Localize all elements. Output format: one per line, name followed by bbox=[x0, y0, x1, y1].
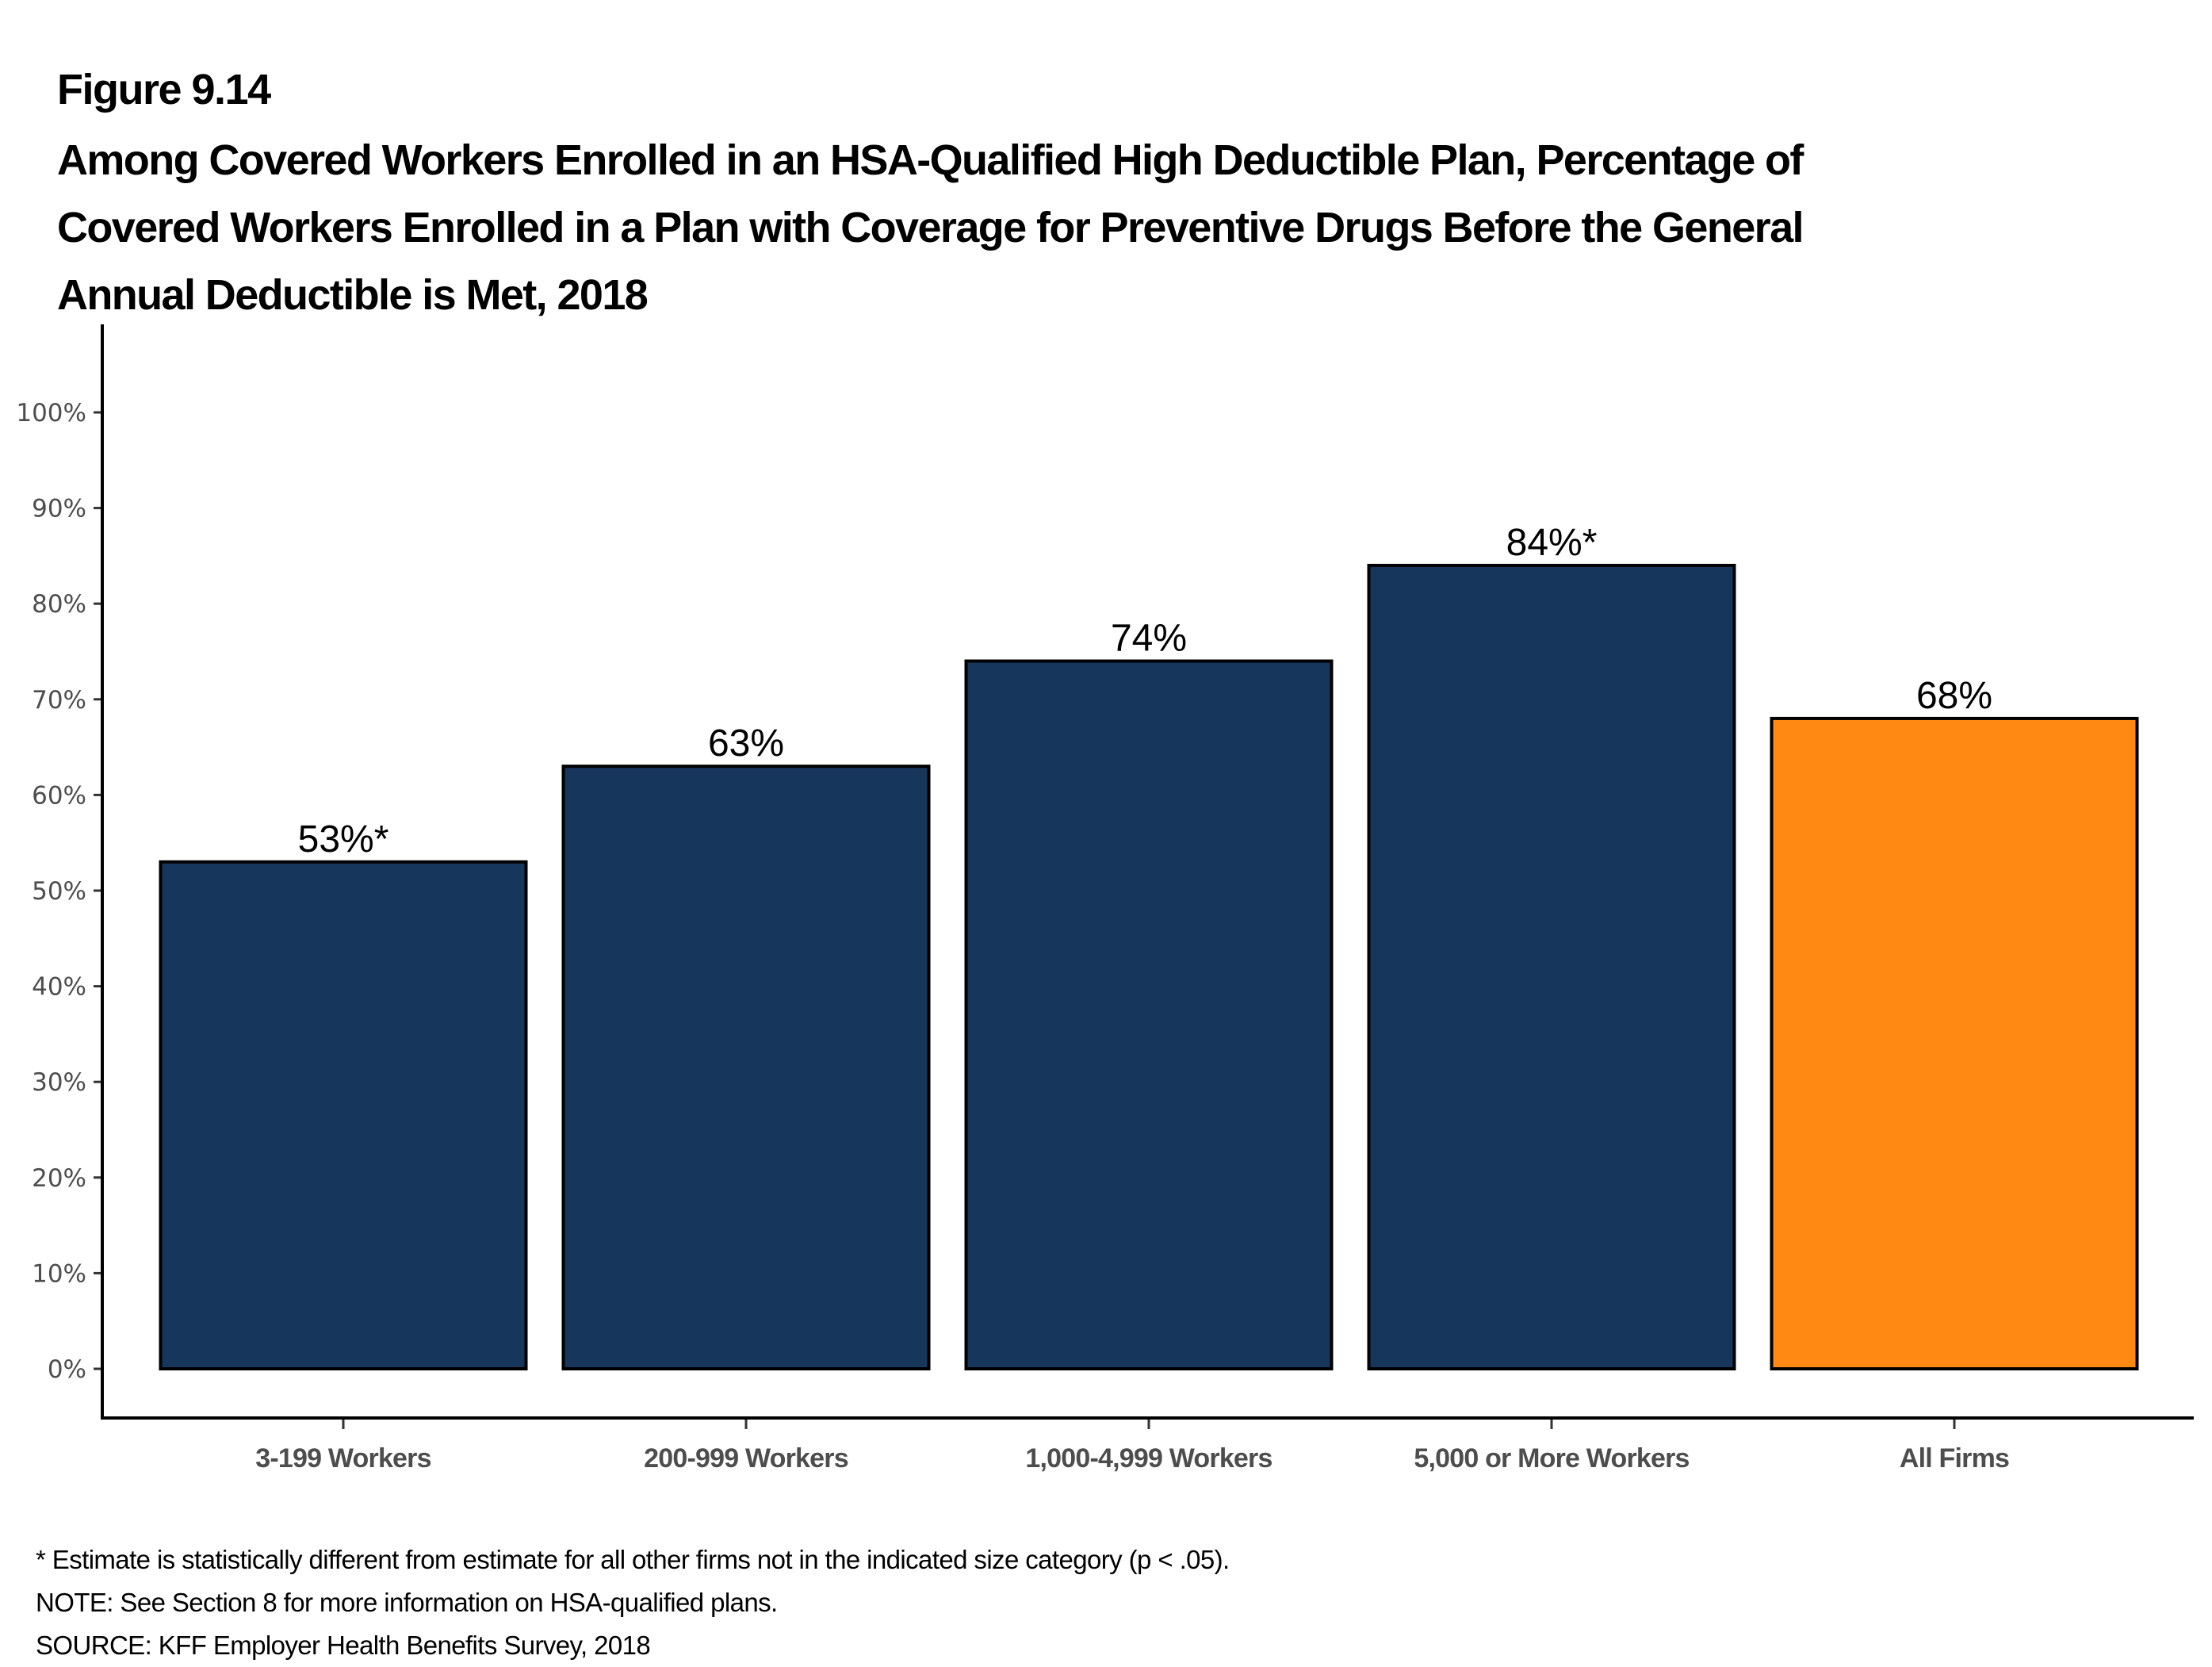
data-label: 63% bbox=[708, 722, 784, 765]
y-tick-label: 90% bbox=[32, 495, 86, 523]
data-label: 84%* bbox=[1506, 522, 1598, 564]
chart-title: Among Covered Workers Enrolled in an HSA… bbox=[57, 127, 2039, 329]
title-line: Among Covered Workers Enrolled in an HSA… bbox=[57, 136, 1804, 184]
x-tick-label: All Firms bbox=[1900, 1443, 2009, 1473]
y-tick-label: 10% bbox=[32, 1259, 86, 1288]
y-tick-label: 60% bbox=[32, 781, 86, 810]
y-tick-label: 100% bbox=[16, 399, 86, 427]
y-tick-label: 50% bbox=[32, 877, 86, 906]
y-tick-label: 0% bbox=[48, 1355, 86, 1384]
bar bbox=[561, 765, 931, 1370]
bars bbox=[159, 563, 2139, 1370]
bar bbox=[159, 860, 528, 1370]
title-line: Annual Deductible is Met, 2018 bbox=[57, 271, 649, 319]
x-tick-label: 3-199 Workers bbox=[255, 1443, 431, 1473]
bar bbox=[964, 659, 1334, 1370]
bar bbox=[1770, 716, 2139, 1370]
y-tick-label: 20% bbox=[32, 1164, 86, 1193]
bar bbox=[1367, 563, 1736, 1370]
data-label: 68% bbox=[1916, 675, 1992, 717]
y-tick-label: 70% bbox=[32, 686, 86, 715]
footnote-source: SOURCE: KFF Employer Health Benefits Sur… bbox=[36, 1631, 651, 1660]
figure-label: Figure 9.14 bbox=[57, 66, 271, 113]
y-tick-label: 30% bbox=[32, 1068, 86, 1097]
y-tick-label: 40% bbox=[32, 973, 86, 1002]
x-axis-ticks: 3-199 Workers 200-999 Workers 1,000-4,999 … bbox=[255, 1420, 2010, 1473]
data-label: 53%* bbox=[298, 818, 389, 860]
data-labels: 53%* 63% 74% 84%* 68% bbox=[298, 522, 1992, 860]
y-axis-ticks: 0% 10% 20% 30% 40% 50% 60% 70% 80% 90% 100% bbox=[16, 399, 102, 1384]
x-tick-label: 200-999 Workers bbox=[644, 1443, 848, 1473]
footnotes: * Estimate is statistically different fr… bbox=[36, 1539, 1230, 1667]
y-tick-label: 80% bbox=[32, 590, 86, 619]
x-tick-label: 1,000-4,999 Workers bbox=[1025, 1443, 1272, 1473]
footnote-note: NOTE: See Section 8 for more information… bbox=[36, 1588, 778, 1617]
data-label: 74% bbox=[1111, 618, 1187, 660]
title-line: Covered Workers Enrolled in a Plan with … bbox=[57, 204, 1804, 251]
footnote-significance: * Estimate is statistically different fr… bbox=[36, 1545, 1230, 1574]
x-tick-label: 5,000 or More Workers bbox=[1414, 1443, 1689, 1473]
